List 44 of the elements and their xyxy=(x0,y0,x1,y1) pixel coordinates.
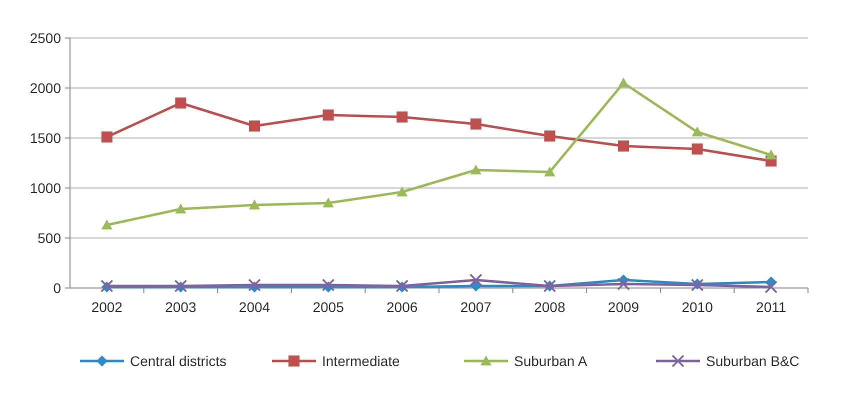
point xyxy=(692,144,703,154)
x-tick-label: 2011 xyxy=(756,299,786,315)
point xyxy=(544,130,556,142)
point xyxy=(249,120,260,132)
point xyxy=(322,198,334,208)
point xyxy=(617,278,630,290)
x-tick-label: 2006 xyxy=(386,299,418,315)
point xyxy=(175,98,186,108)
legend-label: Suburban A xyxy=(514,352,588,369)
y-tick-label: 2000 xyxy=(30,80,62,96)
point xyxy=(175,204,186,214)
point xyxy=(248,278,261,292)
point xyxy=(544,166,556,176)
y-tick-label: 500 xyxy=(38,230,62,246)
x-tick-label: 2008 xyxy=(534,299,566,315)
x-tick-label: 2005 xyxy=(312,299,344,315)
point xyxy=(766,150,777,160)
x-tick-label: 2004 xyxy=(238,299,270,315)
x-tick-label: 2007 xyxy=(460,299,492,315)
point xyxy=(101,220,112,230)
point xyxy=(618,78,629,88)
point xyxy=(249,200,260,210)
point xyxy=(470,164,482,174)
point xyxy=(618,140,629,152)
point xyxy=(470,274,482,286)
point xyxy=(322,110,334,120)
y-tick-label: 2500 xyxy=(30,30,62,46)
point xyxy=(764,280,778,294)
x-tick-label: 2009 xyxy=(608,299,640,315)
point xyxy=(396,112,408,122)
y-tick-label: 1000 xyxy=(30,180,62,196)
y-tick-label: 0 xyxy=(53,280,62,296)
point xyxy=(101,132,112,142)
legend-label: Suburban B&C xyxy=(706,352,800,369)
point xyxy=(322,278,335,292)
x-tick-label: 2003 xyxy=(165,299,196,315)
x-tick-label: 2002 xyxy=(91,299,123,315)
y-tick-label: 1500 xyxy=(30,130,62,146)
point xyxy=(396,186,408,196)
point xyxy=(470,118,482,130)
point xyxy=(692,126,703,136)
legend-label: Intermediate xyxy=(322,352,400,369)
x-tick-label: 2010 xyxy=(682,299,714,315)
legend-label: Central districts xyxy=(130,352,226,369)
